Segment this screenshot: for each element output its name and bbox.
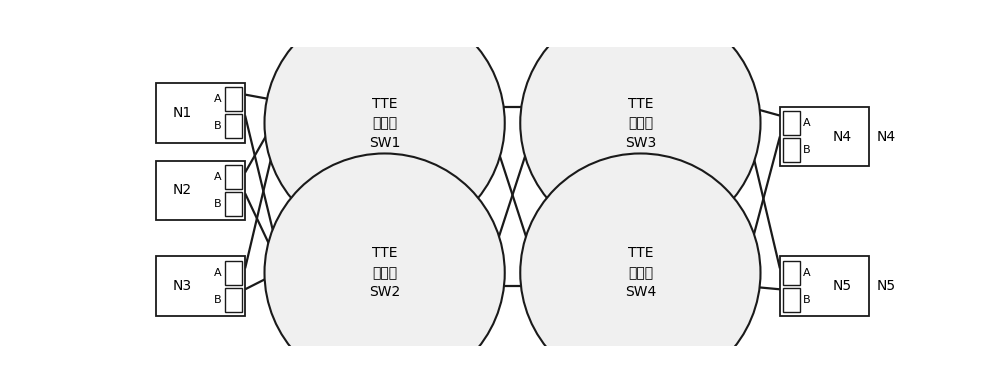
Text: N1: N1 — [173, 105, 192, 119]
Text: A: A — [214, 94, 222, 104]
Text: A: A — [214, 268, 222, 278]
Ellipse shape — [264, 154, 505, 389]
Text: B: B — [214, 295, 222, 305]
FancyBboxPatch shape — [783, 261, 800, 285]
Text: TTE
交换机
SW3: TTE 交换机 SW3 — [625, 96, 656, 149]
FancyBboxPatch shape — [225, 114, 242, 138]
FancyBboxPatch shape — [156, 256, 245, 316]
FancyBboxPatch shape — [225, 287, 242, 312]
Text: N4: N4 — [877, 130, 896, 144]
FancyBboxPatch shape — [225, 87, 242, 111]
Text: B: B — [803, 145, 811, 155]
Text: A: A — [803, 118, 811, 128]
Text: B: B — [214, 121, 222, 131]
Text: A: A — [803, 268, 811, 278]
FancyBboxPatch shape — [780, 256, 869, 316]
FancyBboxPatch shape — [156, 161, 245, 221]
Text: TTE
交换机
SW4: TTE 交换机 SW4 — [625, 246, 656, 299]
Text: TTE
交换机
SW2: TTE 交换机 SW2 — [369, 246, 400, 299]
Text: N4: N4 — [833, 130, 852, 144]
FancyBboxPatch shape — [225, 192, 242, 216]
Text: N2: N2 — [173, 184, 192, 198]
Text: A: A — [214, 172, 222, 182]
FancyBboxPatch shape — [783, 138, 800, 162]
Ellipse shape — [520, 154, 761, 389]
FancyBboxPatch shape — [783, 287, 800, 312]
Ellipse shape — [264, 4, 505, 242]
Text: N3: N3 — [173, 279, 192, 293]
Ellipse shape — [520, 4, 761, 242]
Text: N5: N5 — [877, 279, 896, 293]
FancyBboxPatch shape — [780, 107, 869, 166]
FancyBboxPatch shape — [225, 165, 242, 189]
Text: B: B — [803, 295, 811, 305]
FancyBboxPatch shape — [783, 111, 800, 135]
Text: TTE
交换机
SW1: TTE 交换机 SW1 — [369, 96, 400, 149]
Text: B: B — [214, 199, 222, 209]
FancyBboxPatch shape — [156, 82, 245, 142]
Text: N5: N5 — [833, 279, 852, 293]
FancyBboxPatch shape — [225, 261, 242, 285]
